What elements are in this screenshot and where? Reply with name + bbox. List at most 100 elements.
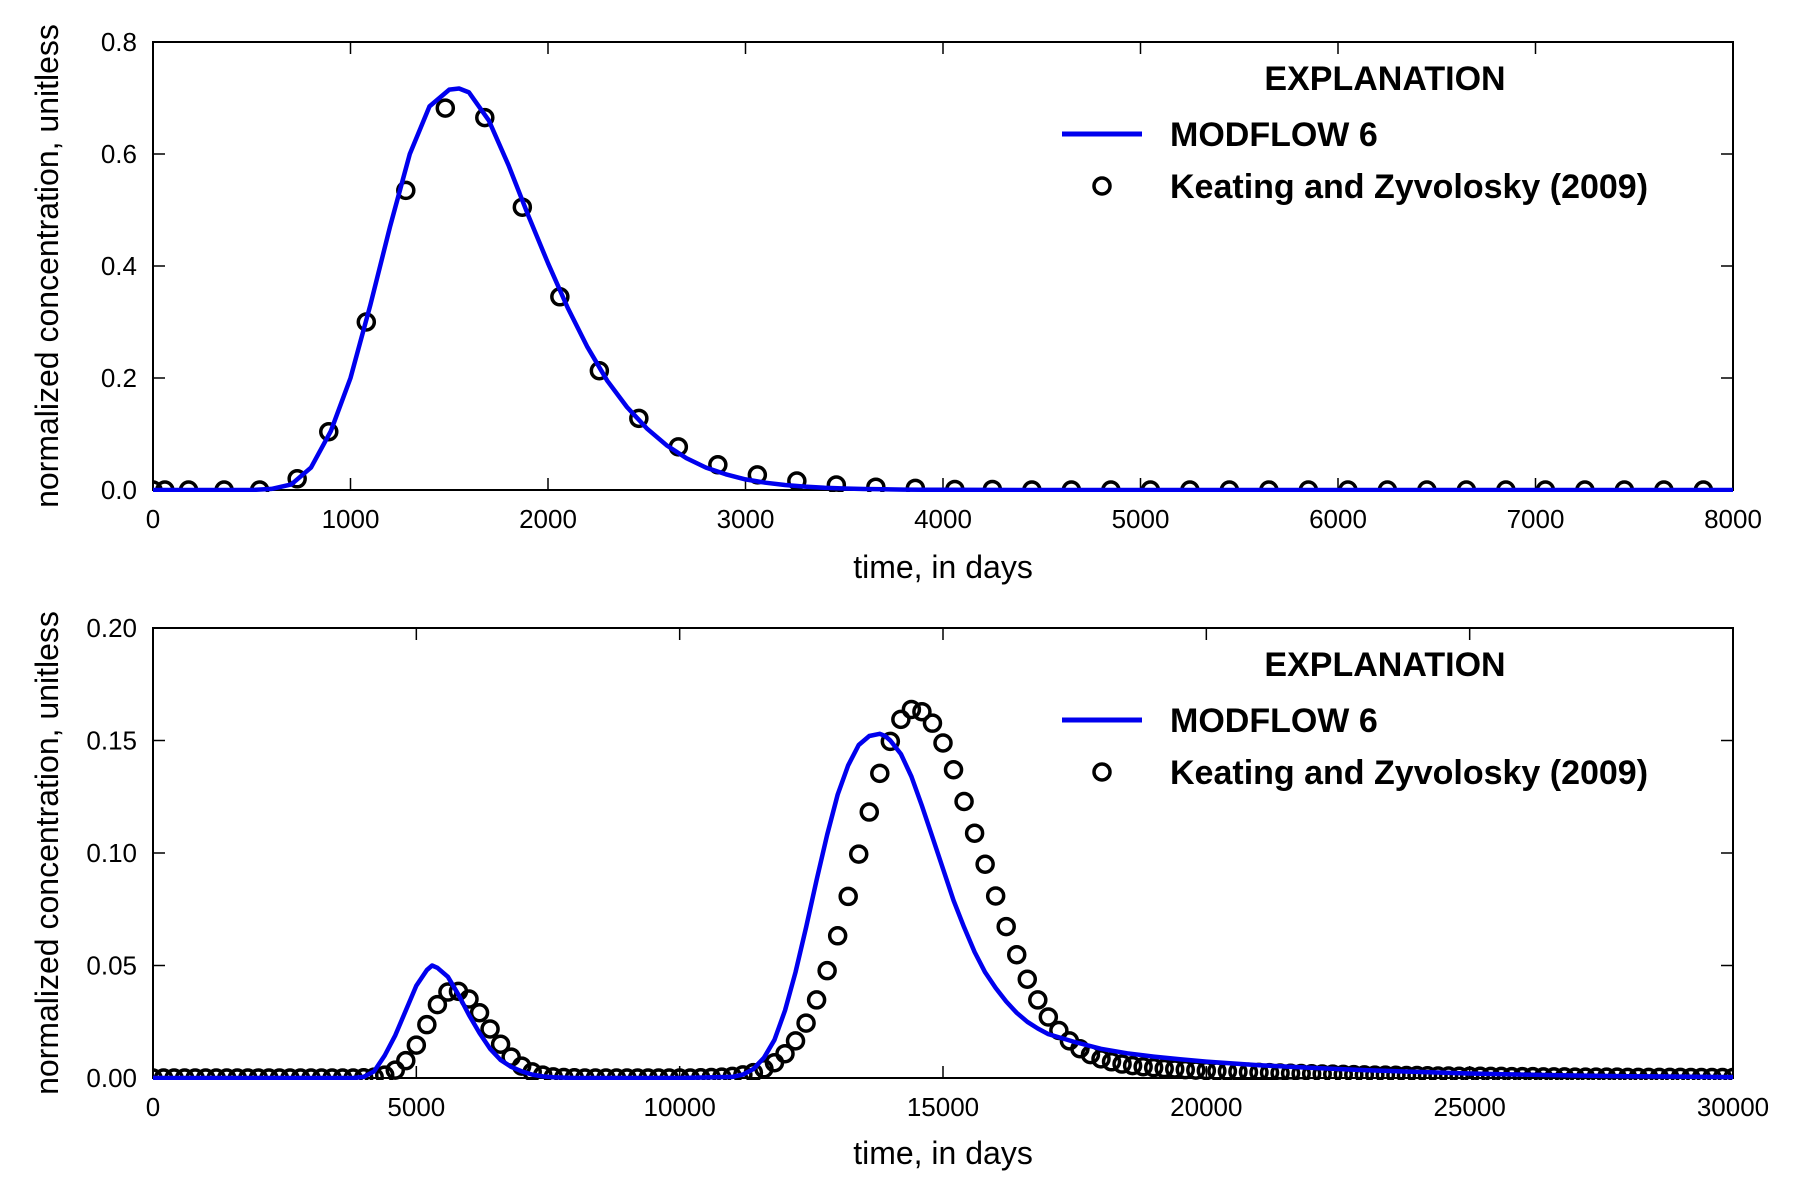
chart-2-data-point	[996, 916, 1016, 937]
chart-2-data-point	[985, 886, 1006, 906]
chart-2-data-point	[922, 713, 943, 733]
chart-2-y-tick-label: 0.10	[86, 838, 137, 868]
chart-2-y-tick-label: 0.05	[86, 951, 137, 981]
chart-1-x-axis-label: time, in days	[853, 549, 1033, 585]
chart-1-data-point	[319, 422, 339, 442]
chart-1-legend-title: EXPLANATION	[1264, 60, 1505, 98]
chart-2-data-point	[870, 763, 890, 784]
chart-2-data-point	[417, 1014, 437, 1035]
chart-1-x-tick-label: 5000	[1112, 504, 1170, 534]
chart-2-data-point	[1333, 1064, 1354, 1080]
chart-2-data-point	[975, 854, 995, 874]
chart-1-series-line-modflow	[153, 86, 1733, 492]
chart-2-legend-entry-keating: Keating and Zyvolosky (2009)	[1170, 754, 1648, 792]
chart-2-data-point	[859, 802, 880, 822]
chart-2-data-point	[374, 1065, 395, 1080]
chart-2-y-tick-label: 0.20	[86, 613, 137, 643]
chart-2-data-point	[1365, 1065, 1385, 1080]
chart-1-y-tick-label: 0.4	[101, 251, 137, 281]
chart-2-data-point	[891, 709, 911, 730]
chart-2-data-point	[1322, 1064, 1343, 1080]
chart-2-data-point	[385, 1060, 406, 1080]
chart-1-x-tick-label: 8000	[1704, 504, 1762, 534]
chart-1-x-tick-label: 0	[146, 504, 160, 534]
chart-1-y-tick-label: 0.8	[101, 27, 137, 57]
chart-1-y-tick-label: 0.2	[101, 363, 137, 393]
chart-2-data-point	[775, 1043, 795, 1064]
chart-2-data-point	[490, 1034, 511, 1054]
chart-2-data-point	[817, 960, 837, 981]
chart-2-data-point	[480, 1019, 500, 1039]
chart-2-y-tick-label: 0.00	[86, 1063, 137, 1093]
chart-2-x-tick-label: 10000	[644, 1092, 716, 1122]
chart-2-data-point	[1417, 1066, 1438, 1080]
chart-2-data-point	[1122, 1055, 1143, 1076]
chart-1-data-point	[826, 475, 847, 492]
chart-2-data-point	[954, 791, 974, 812]
chart-1-legend-marker-swatch	[1092, 176, 1112, 196]
upper-chart-panel: 0 1000 2000 3000 4000 5000 6000 7000 8000 0.0 0.2 0…	[29, 24, 1762, 585]
chart-1-plot-frame	[152, 41, 1734, 491]
chart-2-x-axis-label: time, in days	[853, 1135, 1033, 1171]
chart-2-data-point	[838, 886, 858, 907]
chart-2-data-point	[1354, 1065, 1375, 1080]
chart-2-legend-title: EXPLANATION	[1264, 646, 1505, 684]
chart-2-data-point	[1396, 1065, 1417, 1080]
chart-2-x-tick-label: 0	[146, 1092, 160, 1122]
chart-2-data-point	[1438, 1066, 1459, 1080]
chart-2-y-tick-label: 0.15	[86, 726, 137, 756]
chart-2-y-axis-label: normalized concentration, unitless	[29, 611, 65, 1095]
lower-chart-panel: 0 5000 10000 15000 20000 25000 30000 0.00 0.05 0.…	[29, 611, 1769, 1171]
chart-2-x-tick-label: 30000	[1697, 1092, 1769, 1122]
chart-1-x-tick-label: 6000	[1309, 504, 1367, 534]
chart-2-data-point	[1133, 1057, 1153, 1077]
chart-1-legend: EXPLANATION MODFLOW 6 Keating and Zyvolosk…	[1062, 60, 1648, 206]
chart-2-data-point	[943, 760, 964, 780]
chart-2-legend: EXPLANATION MODFLOW 6 Keating and Zyvolosk…	[1062, 646, 1648, 792]
chart-1-y-tick-label: 0.6	[101, 139, 137, 169]
chart-2-data-point	[1028, 990, 1048, 1010]
chart-1-data-point	[589, 360, 610, 381]
chart-2-data-point	[1038, 1007, 1059, 1027]
chart-1-y-tick-label: 0.0	[101, 475, 137, 505]
chart-1-data-point	[287, 469, 307, 489]
chart-1-marker-series	[153, 98, 1714, 492]
chart-1-legend-entry-keating: Keating and Zyvolosky (2009)	[1170, 168, 1648, 206]
chart-2-data-point	[848, 844, 869, 864]
chart-2-data-point	[880, 731, 901, 752]
chart-1-x-tick-label: 1000	[322, 504, 380, 534]
chart-2-data-point	[427, 994, 448, 1015]
chart-1-x-tick-label: 2000	[519, 504, 577, 534]
chart-2-data-point	[912, 701, 932, 722]
chart-1-x-tick-label: 3000	[717, 504, 775, 534]
chart-2-data-point	[1407, 1065, 1427, 1080]
chart-2-data-point	[1470, 1066, 1490, 1080]
chart-2-plot-frame	[152, 627, 1734, 1079]
chart-2-data-point	[964, 823, 985, 843]
chart-1-data-point	[435, 98, 456, 118]
chart-2-legend-entry-modflow: MODFLOW 6	[1170, 702, 1378, 740]
chart-2-data-point	[406, 1035, 427, 1055]
chart-2-data-point	[796, 1013, 816, 1033]
chart-2-data-point	[1344, 1064, 1364, 1080]
chart-2-data-point	[469, 1003, 490, 1023]
chart-1-data-point	[629, 408, 649, 429]
chart-2-legend-marker-swatch	[1092, 762, 1112, 782]
chart-2-x-tick-label: 5000	[387, 1092, 445, 1122]
chart-2-data-point	[1112, 1054, 1132, 1074]
chart-2-data-point	[827, 926, 848, 946]
chart-1-data-point	[475, 107, 495, 128]
chart-2-data-point	[1143, 1057, 1164, 1078]
chart-2-data-point	[396, 1050, 416, 1071]
chart-2-data-point	[1006, 944, 1027, 965]
chart-2-data-point	[785, 1031, 806, 1051]
chart-2-data-point	[901, 699, 922, 720]
chart-1-y-axis-label: normalized concentration, unitless	[29, 24, 65, 508]
chart-1-legend-entry-modflow: MODFLOW 6	[1170, 116, 1378, 154]
chart-2-data-point	[1480, 1066, 1501, 1080]
chart-2-data-point	[1386, 1065, 1406, 1080]
chart-1-x-tick-label: 7000	[1507, 504, 1565, 534]
chart-2-x-tick-label: 15000	[907, 1092, 979, 1122]
chart-2-data-point	[1375, 1065, 1396, 1080]
